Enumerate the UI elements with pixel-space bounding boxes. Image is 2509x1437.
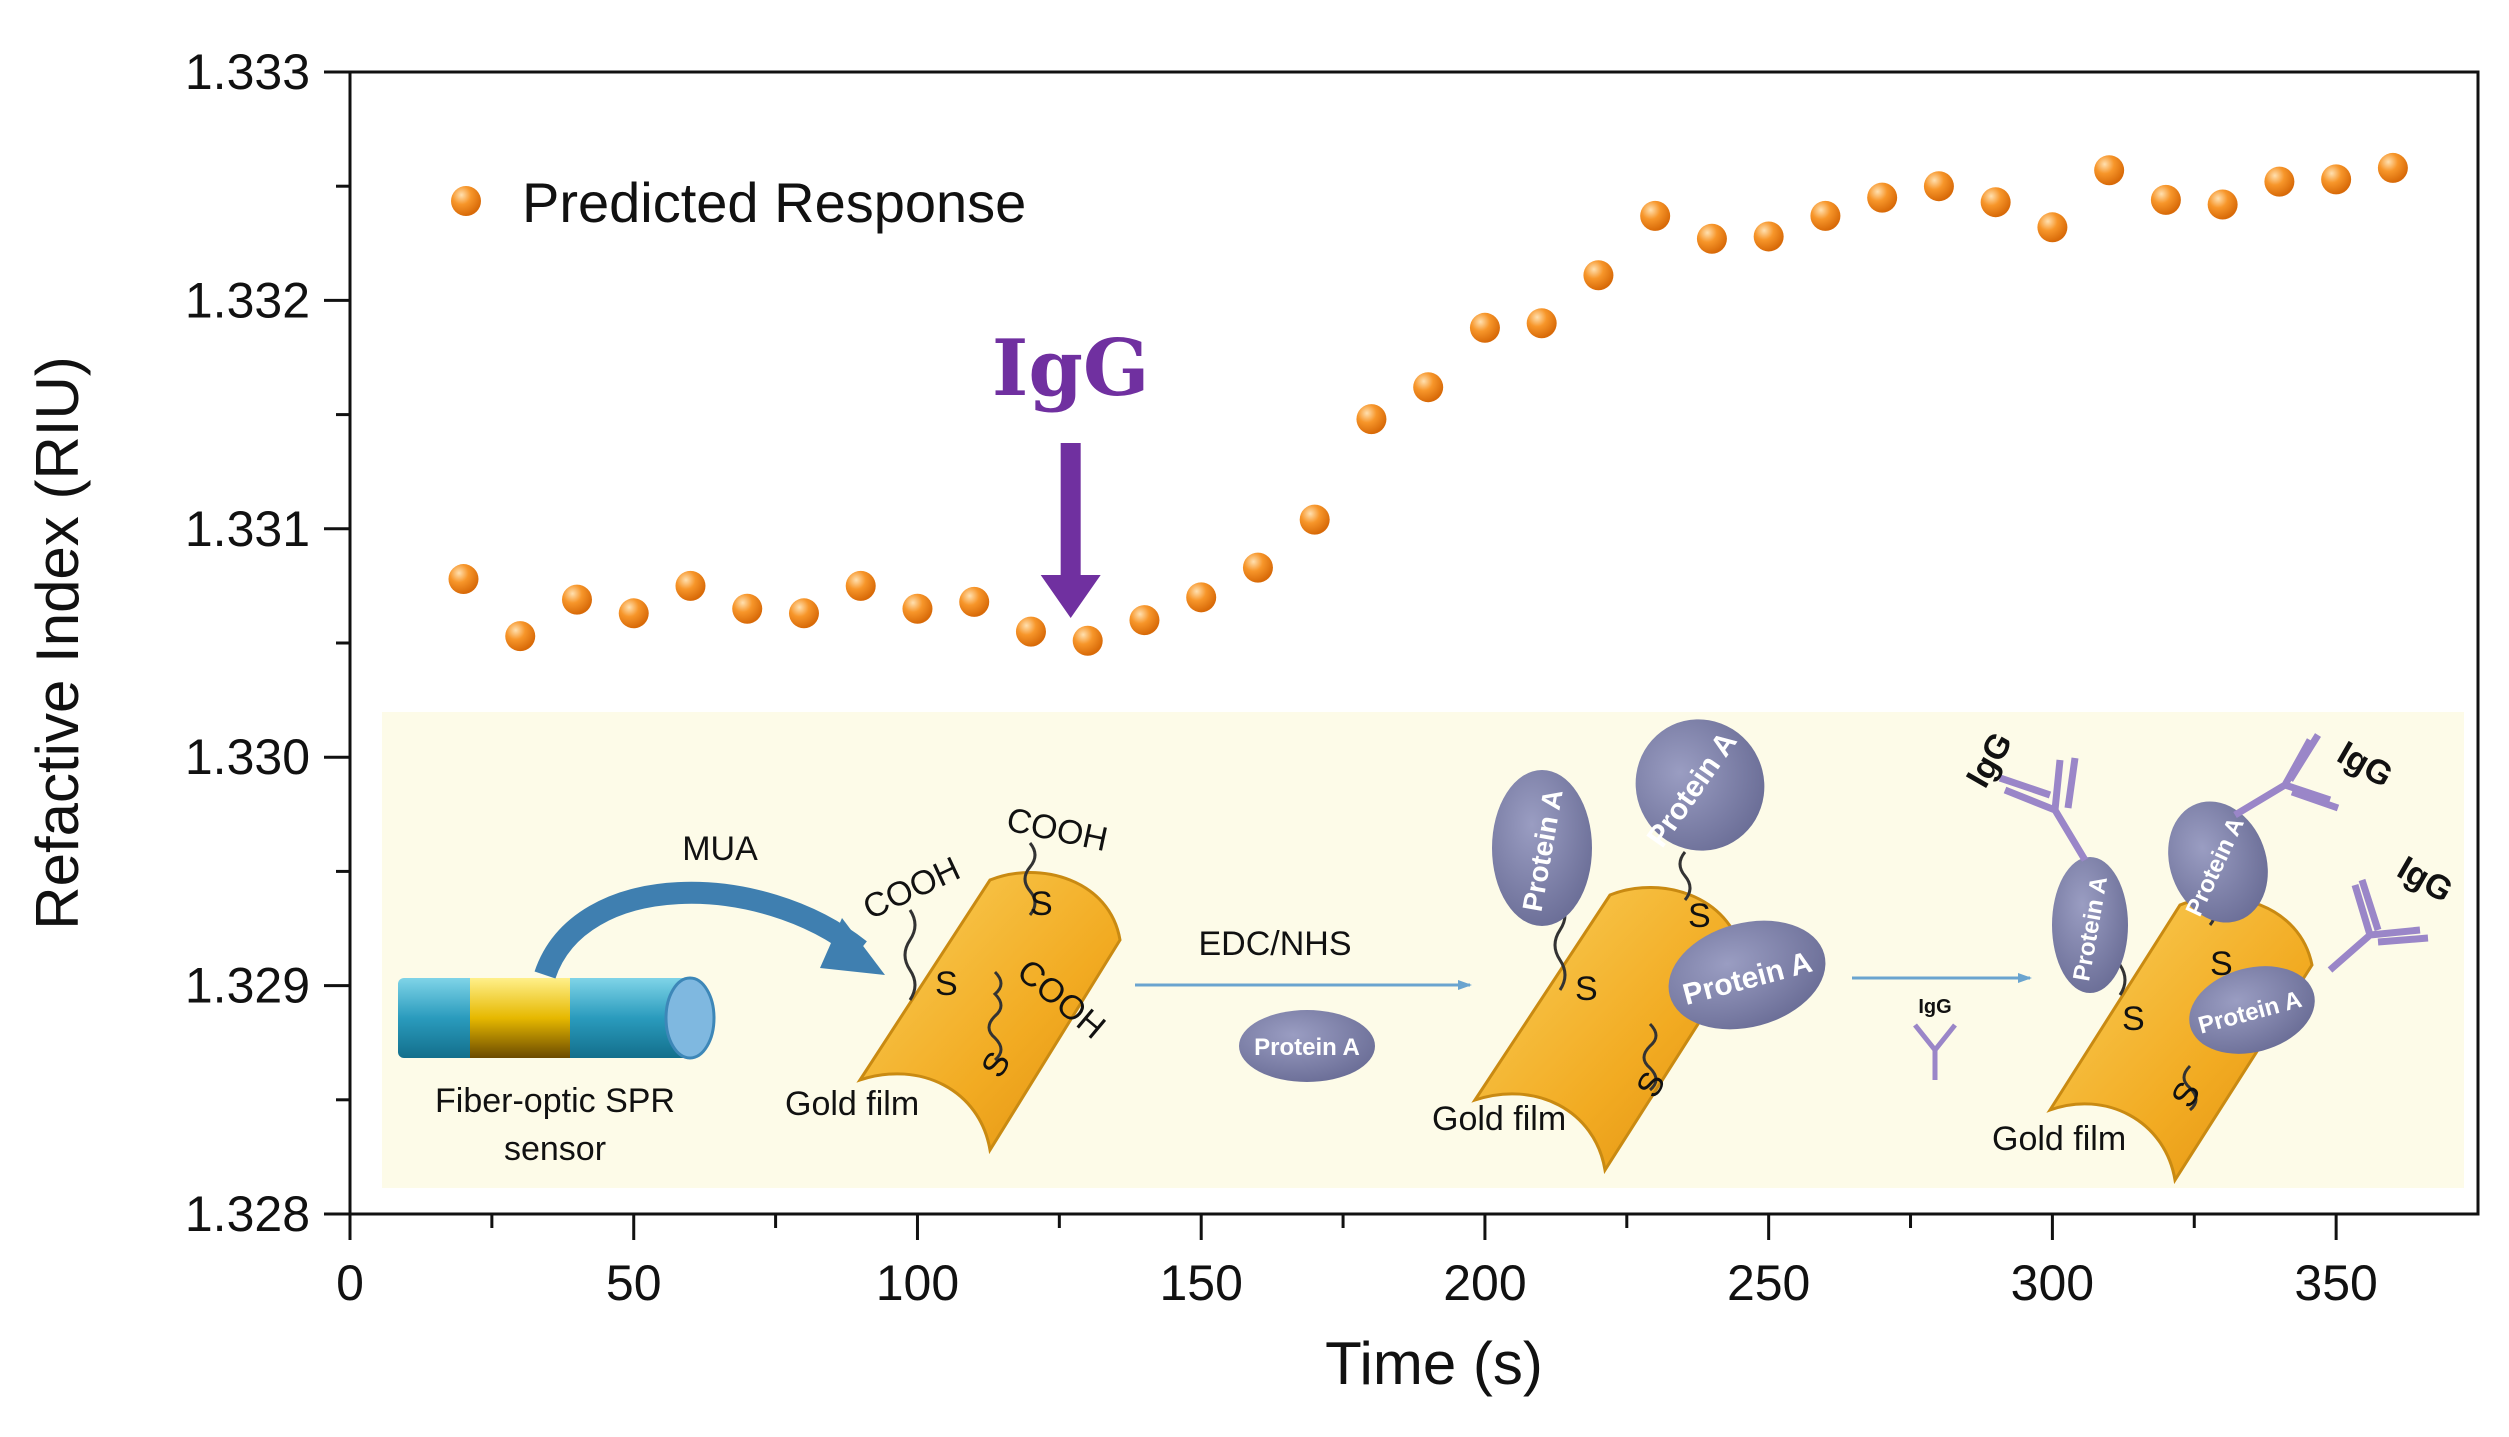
data-point xyxy=(959,586,990,617)
protein-a-3-icon xyxy=(1668,920,1826,1030)
mua-label: MUA xyxy=(682,830,758,868)
x-tick-label: 300 xyxy=(2011,1255,2094,1311)
s-label-1: S xyxy=(935,965,958,1003)
fiber-optic-sensor-icon xyxy=(398,976,716,1060)
data-series-predicted-response xyxy=(448,152,2408,656)
protein-a-1-icon xyxy=(1492,770,1592,926)
fiber-label-line1: Fiber-optic SPR xyxy=(435,1082,675,1120)
gold-film-1-icon xyxy=(856,842,1122,1155)
data-point xyxy=(1867,182,1898,213)
data-point xyxy=(1242,552,1273,583)
gold-film-label-1: Gold film xyxy=(785,1085,919,1123)
data-point xyxy=(1015,616,1046,647)
data-point xyxy=(1356,404,1387,435)
igg-annotation-label: IgG xyxy=(992,323,1150,414)
data-point xyxy=(448,564,479,595)
s-label-7: S xyxy=(2122,1000,2145,1038)
data-point xyxy=(1526,308,1557,339)
igg-small-icon xyxy=(1913,1023,1957,1080)
data-point xyxy=(1129,605,1160,636)
data-point xyxy=(788,598,819,629)
gold-film-label-3: Gold film xyxy=(1992,1120,2126,1158)
s-label-8: S xyxy=(2210,945,2233,983)
data-point xyxy=(902,593,933,624)
x-tick-label: 200 xyxy=(1443,1255,1526,1311)
data-point xyxy=(2150,184,2181,215)
data-point xyxy=(1980,187,2011,218)
data-point xyxy=(1413,372,1444,403)
s-label-4: S xyxy=(1575,970,1598,1008)
data-point xyxy=(2264,166,2295,197)
edc-nhs-label: EDC/NHS xyxy=(1198,925,1351,963)
data-point xyxy=(675,570,706,601)
x-axis-title: Time (s) xyxy=(1325,1330,1543,1397)
y-tick-label: 1.330 xyxy=(185,729,310,785)
y-tick-label: 1.329 xyxy=(185,958,310,1014)
protein-a-free-icon xyxy=(1239,1010,1375,1082)
igg-antibody-1-icon xyxy=(1998,757,2089,862)
data-point xyxy=(2321,164,2352,195)
legend: Predicted Response xyxy=(451,171,1026,234)
data-point xyxy=(2377,152,2408,183)
data-point xyxy=(1186,582,1217,613)
data-point xyxy=(1299,504,1330,535)
data-point xyxy=(618,598,649,629)
data-point xyxy=(845,570,876,601)
legend-label: Predicted Response xyxy=(522,171,1026,234)
data-point xyxy=(505,621,536,652)
x-tick-label: 250 xyxy=(1727,1255,1810,1311)
igg-annotation-arrow-icon xyxy=(1040,443,1101,618)
gold-film-label-2: Gold film xyxy=(1432,1100,1566,1138)
y-tick-label: 1.328 xyxy=(185,1186,310,1242)
protein-a-5-icon xyxy=(2168,801,2268,923)
data-point xyxy=(2207,189,2238,220)
protein-a-2-icon xyxy=(1635,719,1765,851)
schematic-inset: Fiber-optic SPR sensor MUA COOH COOH COO… xyxy=(382,712,2464,1188)
y-axis-title: Refactive Index (RIU) xyxy=(24,356,91,930)
igg-antibody-3-icon xyxy=(2327,878,2429,973)
y-tick-label: 1.331 xyxy=(185,501,310,557)
x-tick-label: 50 xyxy=(606,1255,662,1311)
protein-a-6-icon xyxy=(2189,966,2315,1054)
data-point xyxy=(732,593,763,624)
s-label-2: S xyxy=(1030,885,1053,923)
data-point xyxy=(2094,155,2125,186)
legend-marker xyxy=(451,186,481,216)
data-point xyxy=(1696,223,1727,254)
axes: 1.328 1.329 1.330 1.331 1.332 1.333 0 50 100 150 2… xyxy=(24,44,2480,1397)
igg-small-label: IgG xyxy=(1918,996,1951,1018)
x-tick-label: 0 xyxy=(336,1255,364,1311)
x-tick-label: 350 xyxy=(2294,1255,2377,1311)
data-point xyxy=(1923,171,1954,202)
igg-annotation: IgG xyxy=(992,323,1150,618)
data-point xyxy=(1469,312,1500,343)
s-label-5: S xyxy=(1688,897,1711,935)
protein-a-free-label: Protein A xyxy=(1254,1034,1360,1061)
protein-a-4-icon xyxy=(2052,857,2128,993)
igg-antibody-2-icon xyxy=(2233,733,2340,819)
data-point xyxy=(1810,200,1841,231)
data-point xyxy=(561,584,592,615)
y-tick-label: 1.333 xyxy=(185,44,310,100)
data-point xyxy=(1072,625,1103,656)
y-tick-label: 1.332 xyxy=(185,272,310,328)
data-point xyxy=(2037,212,2068,243)
mua-arrow-icon xyxy=(534,881,867,979)
x-tick-label: 100 xyxy=(876,1255,959,1311)
data-point xyxy=(1753,221,1784,252)
data-point xyxy=(1640,200,1671,231)
fiber-label-line2: sensor xyxy=(504,1130,606,1168)
data-point xyxy=(1583,260,1614,291)
x-tick-label: 150 xyxy=(1159,1255,1242,1311)
